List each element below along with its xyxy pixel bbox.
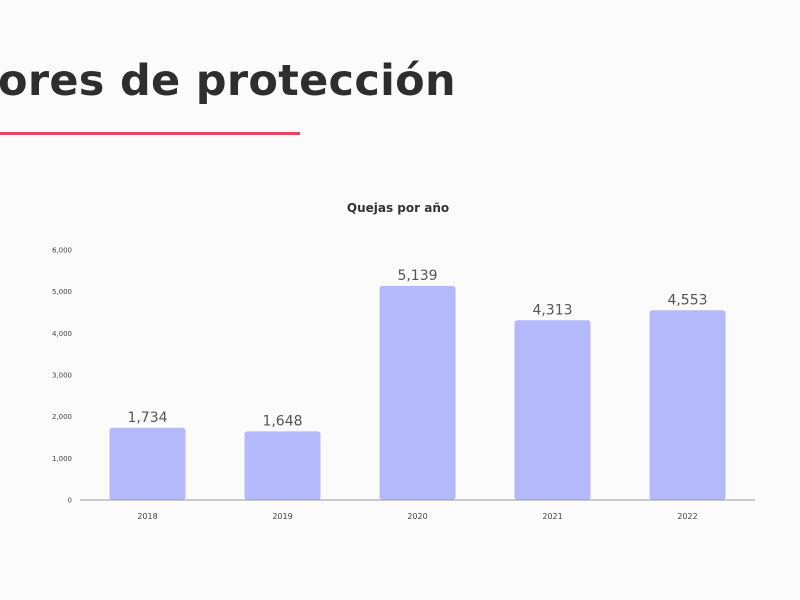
bar — [109, 427, 186, 500]
y-tick-label: 0 — [68, 497, 72, 505]
data-label: 1,734 — [127, 410, 167, 426]
data-label: 4,553 — [667, 292, 707, 308]
x-tick-label: 2020 — [407, 512, 427, 521]
bar — [244, 431, 321, 500]
bar — [649, 310, 726, 500]
y-tick-label: 6,000 — [52, 247, 72, 255]
x-tick-label: 2019 — [272, 512, 292, 521]
y-tick-label: 3,000 — [52, 372, 72, 380]
bars — [109, 285, 726, 500]
y-tick-label: 2,000 — [52, 413, 72, 421]
title-underline — [0, 132, 300, 135]
x-tick-label: 2018 — [137, 512, 157, 521]
data-labels: 1,734 1,648 5,139 4,313 4,553 — [127, 268, 707, 429]
y-tick-label: 5,000 — [52, 288, 72, 296]
x-tick-label: 2021 — [542, 512, 562, 521]
x-tick-label: 2022 — [677, 512, 697, 521]
chart-title: Quejas por año — [347, 201, 449, 215]
bar — [514, 320, 591, 500]
y-axis-ticks: 0 1,000 2,000 3,000 4,000 5,000 6,000 — [52, 247, 72, 505]
data-label: 4,313 — [532, 302, 572, 318]
y-tick-label: 1,000 — [52, 455, 72, 463]
data-label: 1,648 — [262, 413, 302, 429]
y-tick-label: 4,000 — [52, 330, 72, 338]
page-title: ores de protección — [0, 56, 456, 106]
x-axis-ticks: 2018 2019 2020 2021 2022 — [137, 512, 697, 521]
bar — [379, 285, 456, 500]
data-label: 5,139 — [397, 268, 437, 284]
